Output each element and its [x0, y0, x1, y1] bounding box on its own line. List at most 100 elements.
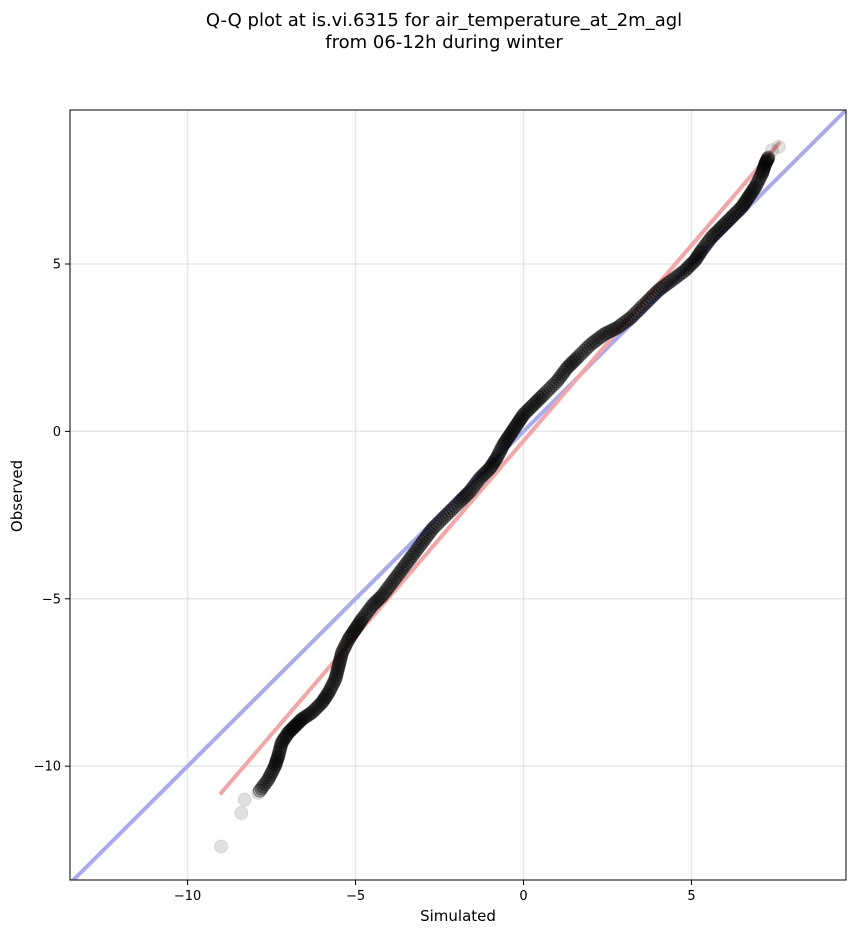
quantile-point [293, 713, 308, 728]
quantile-point [563, 357, 578, 372]
quantile-point [606, 322, 621, 337]
quantile-point [289, 717, 304, 732]
quantile-point [608, 321, 623, 336]
quantile-point [765, 143, 780, 158]
quantile-point [756, 163, 771, 178]
quantile-point [751, 173, 766, 188]
quantile-point [387, 572, 402, 587]
quantile-point [494, 442, 509, 457]
quantile-point [373, 590, 388, 605]
quantile-point [308, 702, 323, 717]
quantile-point [588, 334, 603, 348]
quantile-point [296, 711, 311, 726]
quantile-point [358, 607, 373, 622]
quantile-point [415, 534, 430, 549]
quantile-point [422, 525, 437, 540]
quantile-point [349, 620, 364, 635]
quantile-point [330, 663, 345, 678]
quantile-point [342, 630, 357, 645]
quantile-point [726, 208, 741, 223]
quantile-point [367, 596, 382, 611]
quantile-point [348, 621, 363, 636]
quantile-point [271, 749, 286, 764]
quantile-point [498, 434, 513, 449]
quantile-point [378, 583, 393, 598]
quantile-point [288, 719, 303, 733]
y-tick-label: −10 [34, 760, 61, 775]
quantile-point [441, 505, 456, 520]
quantile-point [738, 195, 753, 210]
quantile-point [361, 602, 376, 617]
quantile-point [729, 205, 744, 220]
quantile-point [558, 363, 573, 378]
quantile-point [624, 310, 639, 325]
quantile-point [274, 735, 289, 750]
quantile-point [284, 722, 299, 737]
quantile-point [385, 575, 400, 590]
quantile-point [331, 660, 346, 675]
quantile-point [261, 772, 276, 787]
x-tick-label: −5 [346, 889, 365, 904]
quantile-point [739, 193, 754, 208]
quantile-point [264, 765, 279, 780]
quantile-point [350, 618, 365, 633]
quantile-point [285, 721, 300, 736]
quantile-point [340, 634, 355, 649]
quantile-point [467, 477, 482, 492]
quantile-point [280, 727, 295, 742]
quantile-point [370, 593, 385, 608]
quantile-point [329, 667, 344, 682]
quantile-point [733, 201, 748, 216]
quantile-point [353, 615, 368, 630]
quantile-point [328, 669, 343, 684]
quantile-point [599, 326, 614, 341]
quantile-point [648, 286, 663, 301]
quantile-point [673, 267, 688, 282]
quantile-point [761, 149, 776, 164]
quantile-point [514, 411, 529, 425]
quantile-point [428, 519, 443, 534]
quantile-point [509, 417, 524, 432]
quantile-point [456, 491, 471, 506]
chart-title-line-2: from 06-12h during winter [325, 32, 563, 53]
quantile-point [452, 494, 467, 509]
quantile-point [617, 315, 632, 330]
quantile-point [495, 440, 510, 455]
quantile-point [771, 139, 786, 154]
quantile-point [508, 419, 523, 434]
quantile-point [603, 323, 618, 338]
quantile-point [576, 344, 591, 359]
quantile-point [639, 294, 654, 309]
quantile-point [628, 306, 643, 321]
quantile-point [237, 792, 252, 807]
quantile-point [507, 421, 522, 436]
quantile-point [760, 153, 775, 168]
quantile-point [501, 429, 516, 444]
x-tick-label: 5 [687, 889, 695, 904]
quantile-point [518, 405, 533, 420]
plot-frame [69, 109, 847, 881]
quantile-point [318, 690, 333, 705]
quantile-point [756, 161, 771, 176]
quantile-point [420, 528, 435, 543]
quantile-point [328, 672, 343, 687]
quantile-point [486, 456, 501, 471]
quantile-point [388, 570, 403, 585]
quantile-point [630, 303, 645, 318]
quantile-point [621, 312, 636, 327]
quantile-point [347, 623, 362, 638]
quantile-point [365, 598, 380, 613]
quantile-point [675, 265, 690, 280]
y-axis-ticks: −10 −5 0 5 [34, 258, 70, 775]
quantile-point [454, 493, 469, 508]
quantile-point [407, 546, 422, 561]
quantile-point [515, 409, 530, 424]
quantile-point [332, 654, 347, 669]
quantile-point [356, 609, 371, 624]
quantile-point [492, 444, 507, 459]
quantile-point [704, 230, 719, 245]
quantile-point [272, 744, 287, 759]
quantile-point [747, 181, 762, 196]
quantile-point [306, 703, 321, 718]
